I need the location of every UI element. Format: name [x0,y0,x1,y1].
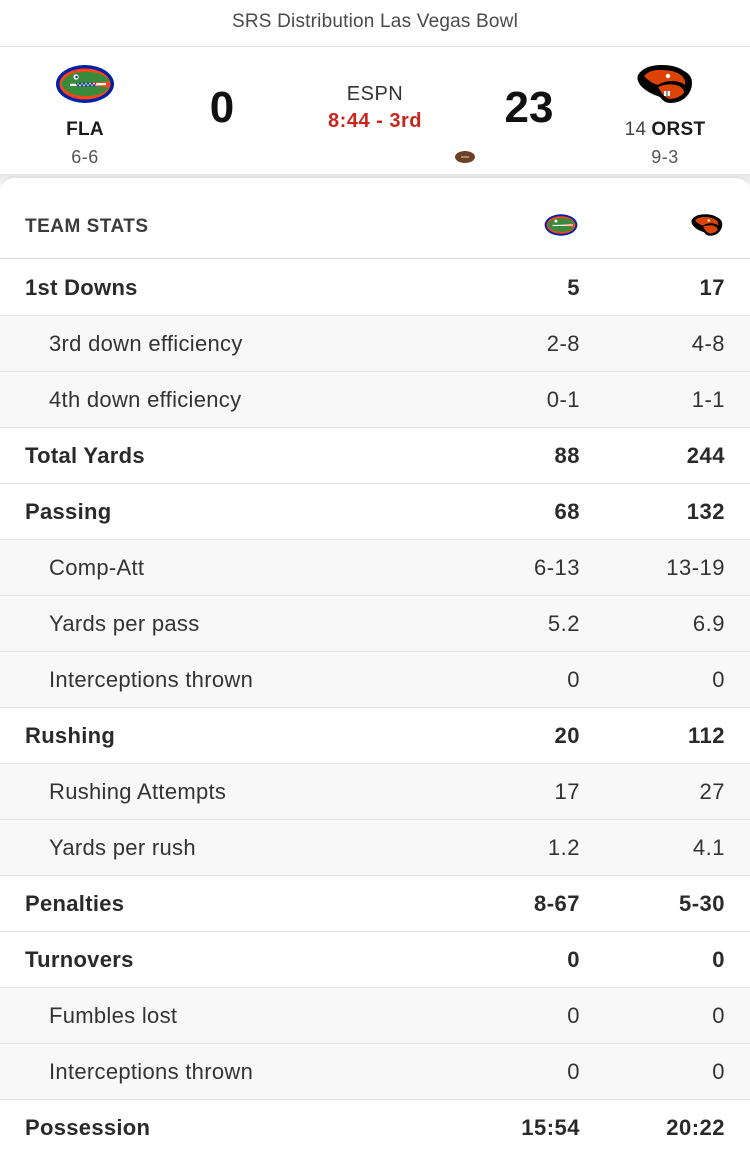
stat-row: Possession 15:54 20:22 [0,1100,750,1154]
oregon-state-beaver-logo-icon [634,61,696,107]
stat-home-value: 17 [699,275,725,300]
stat-home-value: 5-30 [678,891,725,916]
stat-home-value: 0 [712,1059,725,1084]
stat-row: Penalties 8-67 5-30 [0,876,750,932]
stat-label: Yards per pass [49,611,200,636]
tv-network: ESPN [346,83,404,105]
stat-away-value: 6-13 [533,555,580,580]
stat-home-value: 132 [686,499,725,524]
header-divider [0,46,750,47]
stat-home-value: 6.9 [692,611,725,636]
stat-row: Fumbles lost 0 0 [0,988,750,1044]
stat-label: 1st Downs [25,275,138,300]
stat-home-value: 4.1 [692,835,725,860]
stat-row: Passing 68 132 [0,484,750,540]
florida-gator-column-icon [542,212,580,238]
team-stats-header: TEAM STATS [0,178,750,259]
team-stats-heading: TEAM STATS [25,216,149,237]
stat-home-value: 27 [699,779,725,804]
stat-home-value: 20:22 [666,1115,725,1140]
stat-home-value: 112 [688,723,725,748]
stat-label: Comp-Att [49,555,145,580]
stat-label: 4th down efficiency [49,387,242,412]
stat-row: Total Yards 88 244 [0,428,750,484]
oregon-state-beaver-column-icon [688,212,726,238]
stat-away-value: 0 [567,667,580,692]
football-possession-icon [454,150,476,164]
stat-label: Interceptions thrown [49,1059,254,1084]
game-title: SRS Distribution Las Vegas Bowl [231,11,519,32]
stat-home-value: 1-1 [691,387,725,412]
team-stats-table: 1st Downs 5 17 3rd down efficiency 2-8 4-8 4th… [0,260,750,1154]
away-team[interactable]: FLA 6-6 [0,61,170,168]
scoreboard[interactable]: FLA 6-6 0 ESPN 8:44 - 3rd 23 14 ORST 9-3 [0,47,750,175]
away-team-record: 6-6 [71,147,99,167]
stat-row: 4th down efficiency 0-1 1-1 [0,372,750,428]
stat-away-value: 88 [554,443,580,468]
home-team-rank: 14 [624,119,647,140]
stat-row: Yards per pass 5.2 6.9 [0,596,750,652]
game-clock: 8:44 - 3rd [328,110,422,132]
stat-away-value: 20 [554,723,580,748]
stat-away-value: 17 [554,779,580,804]
team-stats-card: TEAM STATS 1st Downs 5 17 3rd down efficien… [0,178,750,1154]
stat-label: Rushing [25,723,116,748]
stat-row: Rushing 20 112 [0,708,750,764]
florida-gator-logo-icon [54,61,116,107]
stat-home-value: 244 [686,443,725,468]
stat-label: Yards per rush [49,835,196,860]
stat-label: Interceptions thrown [49,667,254,692]
stat-away-value: 15:54 [521,1115,580,1140]
stat-row: Yards per rush 1.2 4.1 [0,820,750,876]
home-team-abbr-text: ORST [651,119,706,140]
stat-row: Rushing Attempts 17 27 [0,764,750,820]
stat-label: Fumbles lost [49,1003,178,1028]
stat-away-value: 5 [567,275,580,300]
stat-home-value: 0 [712,1003,725,1028]
stat-label: Penalties [25,891,125,916]
stat-row: Interceptions thrown 0 0 [0,652,750,708]
stat-label: Total Yards [25,443,145,468]
home-team[interactable]: 14 ORST 9-3 [580,61,750,168]
stat-home-value: 0 [712,667,725,692]
stat-away-value: 8-67 [533,891,580,916]
stat-label: Turnovers [25,947,134,972]
stat-away-value: 0-1 [546,387,580,412]
stat-row: Comp-Att 6-13 13-19 [0,540,750,596]
stat-label: Possession [25,1115,151,1140]
stat-row: Interceptions thrown 0 0 [0,1044,750,1100]
stat-home-value: 13-19 [666,555,725,580]
stat-away-value: 2-8 [546,331,580,356]
away-score: 0 [209,83,235,132]
home-team-abbr: 14 ORST [580,119,750,141]
home-score: 23 [504,83,554,132]
stat-away-value: 0 [567,1059,580,1084]
stat-row: Turnovers 0 0 [0,932,750,988]
stat-away-value: 0 [567,947,580,972]
stat-row: 3rd down efficiency 2-8 4-8 [0,316,750,372]
game-status: ESPN 8:44 - 3rd [290,83,460,133]
away-team-abbr: FLA [66,119,104,140]
stat-label: 3rd down efficiency [49,331,243,356]
stat-away-value: 0 [567,1003,580,1028]
stat-away-value: 5.2 [547,611,580,636]
stat-label: Rushing Attempts [49,779,227,804]
stat-away-value: 1.2 [547,835,580,860]
stat-label: Passing [25,499,112,524]
home-team-record: 9-3 [651,147,679,167]
stat-away-value: 68 [554,499,580,524]
stat-row: 1st Downs 5 17 [0,260,750,316]
stat-home-value: 0 [712,947,725,972]
stat-home-value: 4-8 [691,331,725,356]
